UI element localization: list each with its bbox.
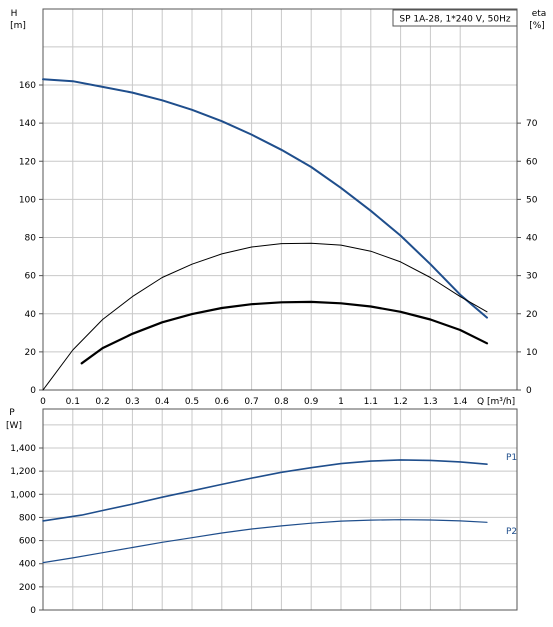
- x-tick-label: 0.1: [66, 397, 80, 407]
- legend-label-p2: P2: [506, 527, 517, 537]
- power-y-tick-label: 400: [19, 560, 36, 570]
- x-tick-label: 0: [40, 397, 46, 407]
- power-y-tick-label: 1,200: [10, 467, 36, 477]
- y-axis-label-unit: [m]: [10, 21, 26, 31]
- x-tick-label: 1: [338, 397, 344, 407]
- head-efficiency-grid: [42, 9, 517, 390]
- total-efficiency-curve: [80, 300, 489, 365]
- power-y-tick-label: 0: [30, 606, 36, 616]
- efficiency-curve: [42, 242, 488, 391]
- x-tick-label: 0.7: [244, 397, 258, 407]
- power-y-tick-label: 1,000: [10, 490, 36, 500]
- p1-curve: [42, 459, 488, 522]
- power-y-tick-label: 200: [19, 583, 36, 593]
- x-axis-label: Q [m³/h]: [477, 397, 515, 407]
- y-axis-label-name: H: [11, 9, 18, 19]
- y2-axis-label-name: eta: [532, 9, 547, 19]
- y-tick-label: 0: [30, 386, 36, 396]
- y2-tick-label: 0: [526, 386, 532, 396]
- power-plot-frame: [42, 408, 518, 611]
- y-tick-label: 80: [25, 234, 37, 244]
- power-grid: [42, 409, 517, 610]
- x-tick-label: 0.6: [215, 397, 230, 407]
- power-axis-label-name: P: [9, 408, 15, 418]
- x-tick-label: 0.5: [185, 397, 199, 407]
- y2-tick-label: 10: [526, 348, 538, 358]
- y2-tick-label: 20: [526, 310, 538, 320]
- legend-label-p1: P1: [506, 453, 517, 463]
- x-tick-label: 0.8: [274, 397, 289, 407]
- power-y-tick-label: 1,400: [10, 444, 36, 454]
- x-tick-label: 1.1: [364, 397, 378, 407]
- y2-tick-label: 50: [526, 195, 538, 205]
- x-tick-label: 0.4: [155, 397, 170, 407]
- x-tick-label: 0.2: [95, 397, 109, 407]
- x-tick-label: 1.4: [453, 397, 468, 407]
- p2-curve: [42, 519, 488, 564]
- power-y-tick-label: 800: [19, 513, 36, 523]
- x-tick-label: 0.9: [304, 397, 319, 407]
- power-axis-label-unit: [W]: [6, 421, 22, 431]
- x-tick-label: 0.3: [125, 397, 139, 407]
- y-tick-label: 120: [19, 157, 36, 167]
- x-tick-label: 1.3: [423, 397, 437, 407]
- y-tick-label: 60: [25, 272, 37, 282]
- x-tick-label: 1.2: [393, 397, 407, 407]
- y-tick-label: 140: [19, 119, 36, 129]
- y-tick-label: 40: [25, 310, 37, 320]
- chart-title-box: [392, 9, 518, 27]
- y2-tick-label: 70: [526, 119, 538, 129]
- y2-tick-label: 40: [526, 234, 538, 244]
- power-axes: 0 200 400 600 800 1,000 1,200 1,400: [10, 444, 43, 616]
- y2-tick-label: 60: [526, 157, 538, 167]
- head-efficiency-axes: 0 0.1 0.2 0.3 0.4 0.5 0.6 0.7 0.8 0.9 1 1.1 1.2 1.3 1.…: [19, 81, 538, 407]
- power-y-tick-label: 600: [19, 537, 36, 547]
- y-tick-label: 160: [19, 81, 36, 91]
- chart-title: SP 1A-28, 1*240 V, 50Hz: [399, 15, 510, 25]
- y2-axis-label-unit: [%]: [529, 21, 545, 31]
- y-tick-label: 100: [19, 195, 36, 205]
- head-curve: [42, 78, 488, 319]
- y2-tick-label: 30: [526, 272, 538, 282]
- series-layer: [42, 78, 489, 564]
- y-tick-label: 20: [25, 348, 37, 358]
